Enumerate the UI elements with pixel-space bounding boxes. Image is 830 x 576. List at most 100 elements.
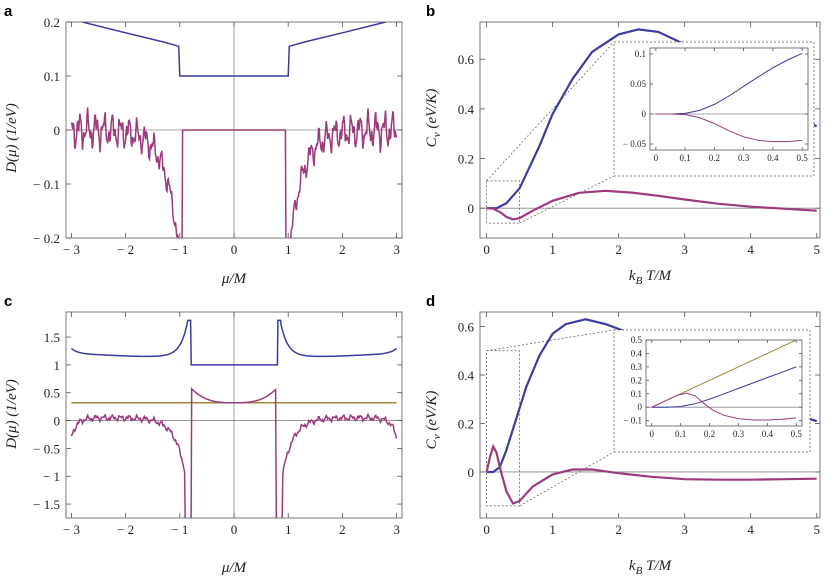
b-inset-frame — [649, 47, 809, 151]
b-inset-series-blue-line — [655, 52, 803, 115]
b-inset-xtick-label: 0.2 — [709, 153, 720, 163]
xlabel-c: μ/M — [221, 560, 248, 576]
d-inset-xtick-label: 0.5 — [791, 429, 803, 439]
plot-layer: − 3 − 2 − 1 0 1 2 3 − 0.2 − 0.1 0 0.1 0.2 0 1 2 3 4 5 0 0.2… — [33, 15, 821, 537]
c-ytick-label: − 0.5 — [33, 441, 60, 456]
b-inset-xtick-label: 0.1 — [679, 153, 690, 163]
a-xtick-label: − 3 — [63, 242, 80, 257]
a-ytick-label: 0 — [54, 123, 61, 138]
a-ytick-label: 0.1 — [44, 69, 60, 84]
xlabel-b: kB T/M — [629, 268, 673, 287]
b-xtick-label: 1 — [549, 242, 556, 257]
b-ytick-label: 0.4 — [458, 102, 475, 117]
b-zoom-box — [486, 180, 520, 224]
d-ytick-label: 0 — [468, 465, 475, 480]
b-inset-series-magenta-line — [655, 113, 803, 143]
b-inset-xtick-label: 0.3 — [738, 153, 750, 163]
d-xtick-label: 2 — [615, 522, 622, 537]
a-xtick-label: 2 — [339, 242, 346, 257]
a-series-magenta-line — [70, 107, 398, 238]
b-inset-ytick-label: 0.05 — [630, 79, 646, 89]
c-ytick-label: 0.5 — [44, 386, 60, 401]
xlabel-a: μ/M — [221, 271, 248, 287]
c-ytick-label: 1.5 — [44, 330, 60, 345]
a-xtick-label: − 1 — [171, 242, 188, 257]
b-ytick-label: 0.2 — [458, 152, 474, 167]
d-inset-ytick-label: 0.2 — [631, 375, 642, 385]
d-ytick-label: 0.4 — [458, 368, 475, 383]
d-inset-series-blue-line — [651, 366, 797, 408]
c-xtick-label: − 2 — [117, 522, 134, 537]
d-inset-ytick-label: 0.5 — [631, 335, 643, 345]
c-ytick-label: 0 — [54, 414, 61, 429]
c-xtick-label: 0 — [231, 522, 238, 537]
d-inset-frame — [645, 339, 803, 427]
d-inset-ytick-label: 0.1 — [631, 389, 642, 399]
b-xtick-label: 2 — [615, 242, 622, 257]
a-xtick-label: 1 — [285, 242, 292, 257]
b-xtick-label: 3 — [681, 242, 688, 257]
d-zoom-box — [486, 350, 520, 507]
b-inset-ytick-label: 0 — [642, 109, 647, 119]
d-ytick-label: 0.2 — [458, 416, 474, 431]
panel-letter-c: c — [4, 293, 12, 310]
b-ytick-label: 0.6 — [458, 52, 475, 67]
b-xtick-label: 0 — [483, 242, 490, 257]
d-xtick-label: 5 — [813, 522, 820, 537]
d-inset-xtick-label: 0.4 — [762, 429, 774, 439]
b-zoom-connector — [519, 175, 615, 224]
d-xtick-label: 0 — [483, 522, 490, 537]
d-inset-ytick-label: 0.4 — [631, 348, 643, 358]
b-series-magenta-line — [486, 189, 817, 221]
d-xtick-label: 3 — [681, 522, 688, 537]
a-ytick-label: 0.2 — [44, 15, 60, 30]
c-series-blue-line — [70, 319, 398, 366]
d-ytick-label: 0.6 — [458, 320, 475, 335]
d-inset-ytick-label: 0.3 — [631, 362, 643, 372]
b-frame — [479, 21, 821, 239]
d-inset-series-magenta-line — [651, 392, 797, 421]
b-inset-xtick-label: 0.4 — [767, 153, 779, 163]
d-xtick-label: 1 — [549, 522, 556, 537]
a-xtick-label: 0 — [231, 242, 238, 257]
d-inset-xtick-label: 0.1 — [675, 429, 686, 439]
ylabel-d: Cv (eV/K) — [424, 391, 443, 450]
d-zoom-connector — [519, 451, 615, 507]
c-ytick-label: − 1.5 — [33, 497, 60, 512]
b-xtick-label: 4 — [747, 242, 754, 257]
panel-letter-a: a — [4, 3, 13, 20]
c-xtick-label: 1 — [285, 522, 292, 537]
d-inset-xtick-label: 0.2 — [704, 429, 715, 439]
a-ytick-label: − 0.1 — [33, 177, 60, 192]
c-xtick-label: − 1 — [171, 522, 188, 537]
a-series-blue-line — [82, 22, 386, 77]
b-inset-ytick-label: − 0.05 — [623, 139, 647, 149]
d-xtick-label: 4 — [747, 522, 754, 537]
xlabel-d: kB T/M — [629, 558, 673, 576]
d-series-magenta-line — [485, 443, 817, 505]
c-ytick-label: − 1 — [43, 469, 60, 484]
d-inset-xtick-label: 0 — [650, 429, 655, 439]
c-xtick-label: 3 — [393, 522, 400, 537]
c-xtick-label: − 3 — [63, 522, 80, 537]
c-series-magenta-line — [70, 386, 398, 518]
d-inset-xtick-label: 0.3 — [733, 429, 745, 439]
d-zoom-connector — [486, 329, 615, 352]
d-inset-ytick-label: 0 — [638, 402, 643, 412]
b-inset-ytick-label: 0.1 — [635, 49, 646, 59]
b-ytick-label: 0 — [468, 201, 475, 216]
d-frame — [479, 311, 821, 519]
ylabel-a: D(μ) (1/eV) — [4, 103, 20, 174]
panel-letter-b: b — [426, 3, 435, 20]
b-inset-xtick-label: 0 — [654, 153, 659, 163]
ylabel-b: Cv (eV/K) — [424, 89, 443, 148]
b-xtick-label: 5 — [813, 242, 820, 257]
ylabel-c: D(μ) (1/eV) — [4, 379, 20, 450]
b-inset-xtick-label: 0.5 — [797, 153, 809, 163]
a-xtick-label: 3 — [393, 242, 400, 257]
panel-letter-d: d — [426, 293, 435, 310]
c-xtick-label: 2 — [339, 522, 346, 537]
a-ytick-label: − 0.2 — [33, 231, 60, 246]
d-inset-ytick-label: − 0.1 — [623, 416, 642, 426]
